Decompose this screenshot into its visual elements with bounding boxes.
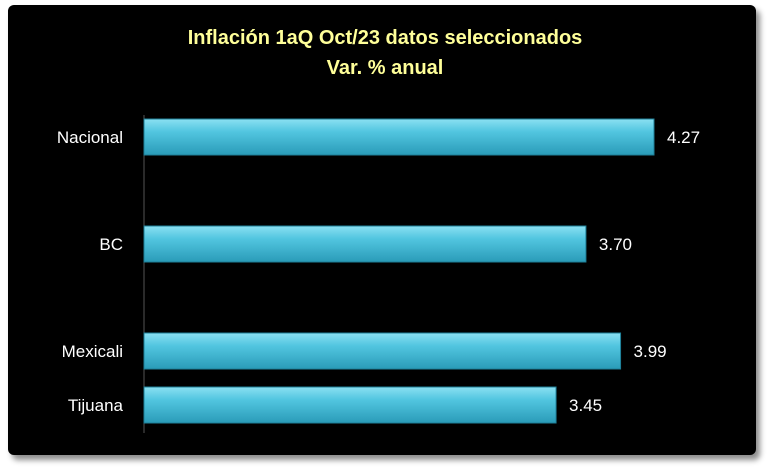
category-label-nacional: Nacional <box>57 128 123 147</box>
value-label-tijuana: 3.45 <box>569 396 602 415</box>
value-label-nacional: 4.27 <box>667 128 700 147</box>
value-label-mexicali: 3.99 <box>634 342 667 361</box>
bar-mexicali <box>143 332 622 370</box>
bar-bc <box>143 225 587 263</box>
value-label-bc: 3.70 <box>599 235 632 254</box>
category-label-tijuana: Tijuana <box>68 396 124 415</box>
category-label-mexicali: Mexicali <box>62 342 123 361</box>
chart-subtitle: Var. % anual <box>326 57 444 79</box>
bar-nacional <box>143 118 655 156</box>
category-label-bc: BC <box>99 235 123 254</box>
bar-tijuana <box>143 386 557 424</box>
chart-title: Inflación 1aQ Oct/23 datos seleccionados <box>187 27 583 49</box>
